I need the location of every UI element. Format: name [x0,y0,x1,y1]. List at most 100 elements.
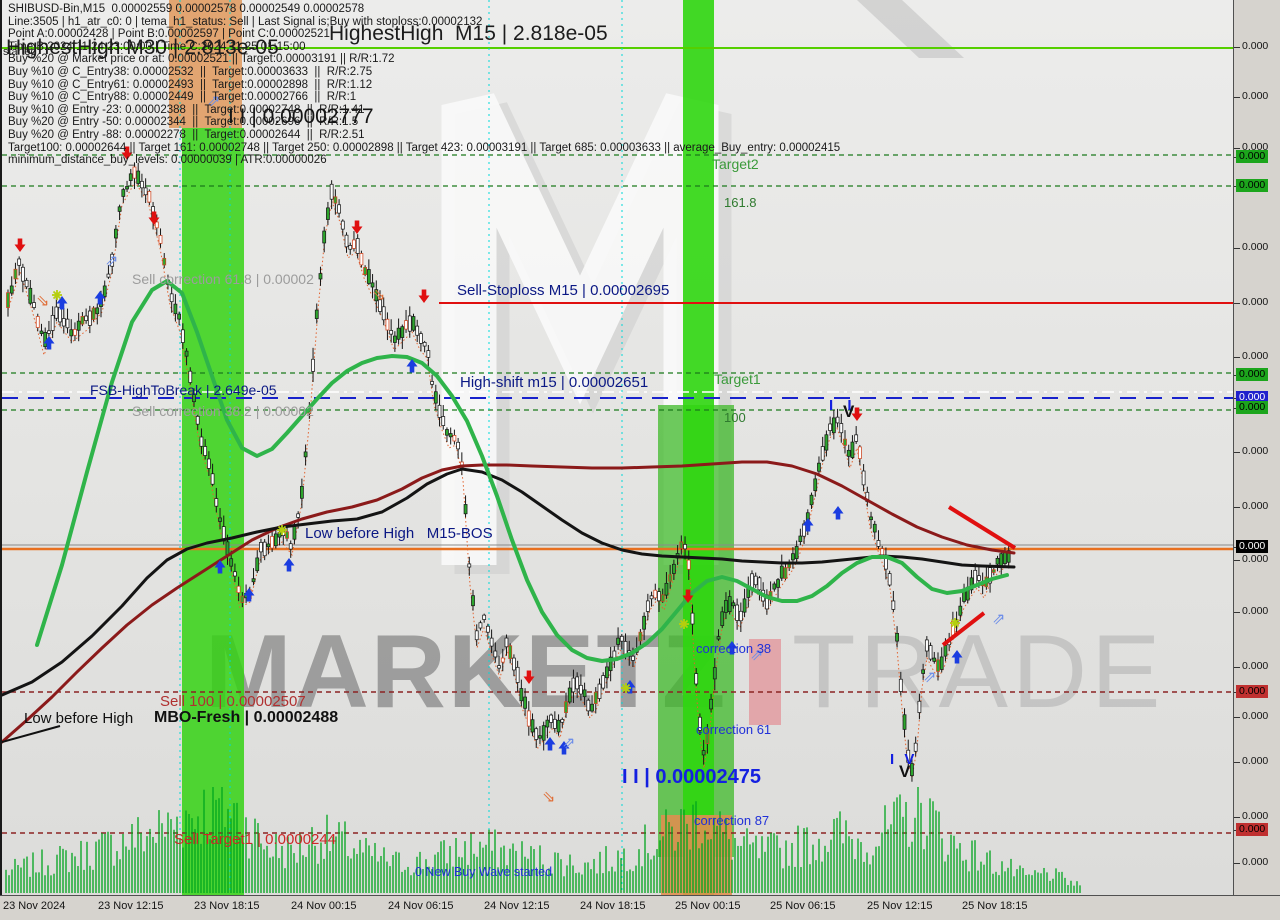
candle-bear [154,221,159,229]
candle-bull [300,485,304,499]
high-shift-label: High-shift m15 | 0.00002651 [460,374,649,391]
candle-bear [887,573,892,586]
buy-arrow-icon [802,518,814,532]
candle-bull [393,335,397,343]
candle-bear [571,677,576,693]
buy-arrow-icon [726,641,738,655]
price-tick [1234,560,1240,561]
price-label: 0.000 [1242,90,1269,102]
candle-bull [229,558,234,567]
price-label: 0.000 [1242,296,1269,308]
time-scale[interactable]: 23 Nov 2024 23 Nov 12:15 23 Nov 18:15 24 No… [0,895,1280,920]
candle-bear [549,714,553,723]
price-chart[interactable]: ⇗ ⇗ ⇗ ⇗ ⇗ ⇗ ⇘ ⇘ ⇘ [2,0,1235,895]
candle-bear [143,187,148,196]
price-scale[interactable]: 0.000 0.000 0.000 0.000 0.000 0.000 0.000 0.000… [1233,0,1280,895]
buy-arrow-icon [544,737,556,751]
candle-bull [1006,550,1011,563]
ma-fast-green [35,279,1009,663]
candle-bull [895,632,899,642]
started-fragment: started [3,46,37,58]
candle-bull [638,631,643,642]
candle-bull [125,186,129,190]
star-marker-icon [277,525,287,535]
candle-bear [203,446,208,456]
candle-bear [917,700,922,713]
candle-bull [910,763,914,777]
time-label: 23 Nov 2024 [3,900,66,912]
candle-bear [359,253,364,266]
candle-bull [538,735,542,739]
time-label: 24 Nov 12:15 [484,900,550,912]
buy-arrow-icon [43,336,55,350]
candle-bear [207,458,211,469]
candle-bear [288,543,293,550]
star-marker-icon [679,619,689,629]
candle-bear [381,306,386,321]
candle-bear [58,306,62,323]
info-line-3: Point A:0.00002428 | Point B:0.00002597 … [8,28,330,41]
candle-bull [76,320,81,331]
candle-bear [500,657,505,663]
candle-bull [720,611,725,626]
candle-bear [452,435,457,442]
candle-bull [318,273,323,280]
candle-bear [653,589,658,599]
candle-bear [802,523,806,537]
candle-bear [858,446,862,459]
highesthigh-m30-label: HighestHigh M30 | 2.813e-05 [6,36,279,59]
candle-bear [54,306,59,319]
candle-bear [619,635,624,642]
candle-bull [582,689,587,698]
brand-chevron-icon [857,0,964,58]
candle-bull [13,268,18,280]
fib-100-label: 100 [724,410,746,425]
info-line-9: Buy %10 @ Entry -23: 0.00002388 || Targe… [8,103,365,116]
candle-bear [140,180,144,189]
candle-bull [724,600,728,613]
candle-bear [854,434,859,442]
ma-slow-darkred [2,460,1016,744]
candle-bear [973,569,978,585]
candle-bull [727,596,732,612]
time-label: 25 Nov 00:15 [675,900,741,912]
sell-target1-label: Sell Target1 | 0.0000244 [174,831,337,848]
candle-bear [84,315,88,321]
time-label: 23 Nov 12:15 [98,900,164,912]
buy-arrow-icon [832,506,844,520]
chart-canvas[interactable]: MARKETZ TRADE ⇗ ⇗ ⇗ ⇗ ⇗ ⇗ ⇘ ⇘ ⇘ SHIBUSD-Bin,M15 … [0,0,1235,895]
candle-bull [530,719,535,733]
trend-segment [2,725,61,743]
candle-bear [378,299,382,312]
low-before-high-bos: Low before High M15-BOS [305,525,493,542]
candle-bull [564,701,568,713]
candle-bull [679,541,684,549]
candle-bull [471,595,475,607]
fib-1618-label: 161.8 [724,195,757,210]
candle-bull [712,667,717,680]
star-marker-icon [950,618,960,628]
price-label: 0.000 [1242,605,1269,617]
info-line-12: Target100: 0.00002644 || Target 161: 0.0… [8,141,841,154]
candle-bull [668,574,673,582]
candle-bull [872,523,877,533]
price-label: 0.000 [1242,350,1269,362]
candle-bear [24,279,29,288]
candle-bear [977,575,981,581]
candle-bear [21,266,25,282]
candle-bear [750,573,754,589]
candle-bear [426,350,431,358]
signal-arrow-ne-icon: ⇗ [923,667,936,686]
candle-bull [999,553,1004,567]
candle-bull [642,615,646,630]
candle-bear [210,473,215,485]
buy-arrow-icon [94,291,106,305]
candle-bear [50,315,55,331]
candle-bull [128,173,133,181]
signal-arrow-ne-icon: ⇗ [562,733,575,752]
candle-bear [214,498,219,507]
sell-100-label: Sell 100 | 0.00002507 [160,693,306,710]
price-tick [1234,863,1240,864]
candle-bear [657,591,661,602]
sell-arrow-icon [851,407,863,421]
